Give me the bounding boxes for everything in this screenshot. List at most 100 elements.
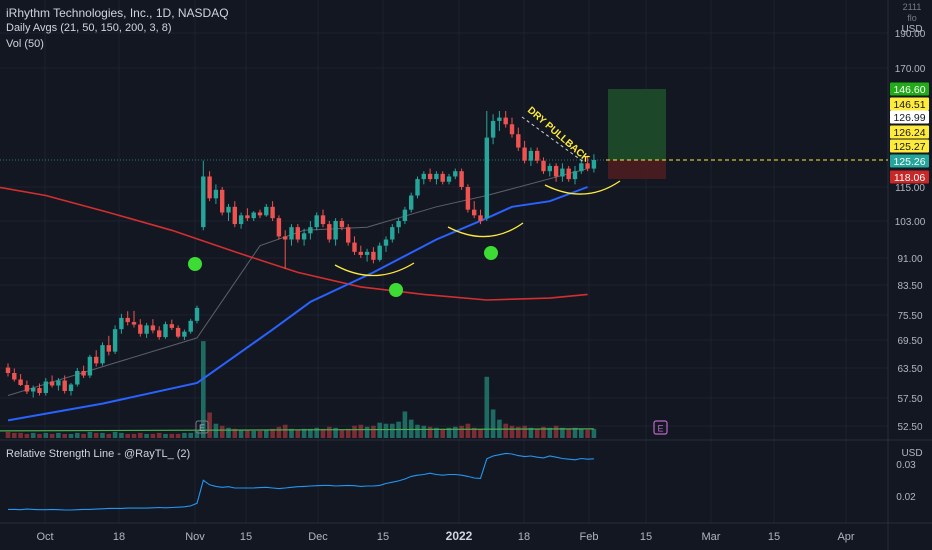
volume-bar [541,426,546,438]
volume-bar [219,425,225,438]
volume-bar [295,429,301,438]
volume-bar [194,430,200,438]
volume-bar [345,428,351,438]
volume-bar [81,433,86,438]
trade-zones [0,89,888,179]
candle-body [264,206,269,216]
rs-pane-legend[interactable]: Relative Strength Line - @RayTL_ (2) [6,448,191,460]
candle-body [421,173,426,180]
volume-bar [453,426,458,438]
ma50-line [7,186,588,422]
candle-body [364,251,370,255]
price-tag-118-06[interactable]: 118.06 [890,170,929,185]
candle-body [5,367,11,373]
price-tag-125-27[interactable]: 125.27 [890,139,929,154]
volume-bar [12,432,17,438]
time-tick-label: 15 [768,531,780,543]
volume-bar [251,430,256,438]
earnings-marker-past: E [195,420,209,434]
candle-body [572,171,578,180]
price-tag-bg [890,110,929,124]
time-tick-label: 2022 [446,529,473,543]
candle-body [509,124,515,135]
time-tick-label: Mar [702,531,721,543]
volume-bar [528,427,534,438]
volume-bar [201,341,206,438]
volume-bar [585,429,590,438]
candle-body [213,189,219,199]
candle-body [270,206,275,219]
price-tag-bg [890,170,929,184]
candle-body [503,117,508,125]
candle-body [182,331,187,337]
time-tick-label: Nov [185,531,205,543]
candle-body [251,212,256,219]
candle-body [87,356,93,376]
earnings-marker-upcoming-label: E [657,424,663,434]
time-tick-label: Apr [837,531,854,543]
candle-body [100,345,105,364]
volume-bar [18,432,23,438]
volume-bar [138,432,143,438]
candle-body [125,317,130,323]
candle-body [560,168,565,177]
time-tick-label: 15 [377,531,389,543]
volume-bar [446,427,452,438]
volume-bar [150,433,156,438]
volume-bar [93,432,99,438]
candle-body [522,147,527,161]
volume-bar [333,427,338,438]
currency-label-top[interactable]: 2111 flo USD [897,2,927,35]
candle-body [226,206,231,213]
volume-bar [301,428,307,438]
volume-bar [119,432,124,438]
volume-bar [314,427,319,438]
candle-body [371,251,376,260]
buy-signal-marker-3 [484,246,498,260]
candle-body [62,380,67,391]
base-arc-3 [544,180,621,195]
price-tag-146-60[interactable]: 146.60 [890,82,929,97]
price-tag-146-51[interactable]: 146.51 [890,97,929,112]
candle-body [295,227,300,240]
earnings-marker-past-box [195,420,209,434]
price-tag-126-24[interactable]: 126.24 [890,125,929,140]
ma-legend[interactable]: Daily Avgs (21, 50, 150, 200, 3, 8) [6,22,172,34]
volume-bar [509,425,515,438]
candle-body [516,134,521,148]
axes: 190.00 170.00 115.00 103.00 91.00 83.50 75.50 6… [36,29,929,543]
price-tag-125-26[interactable]: 125.26 [890,154,929,169]
candle-body [81,371,86,376]
candle-body [169,324,174,328]
price-tag-text: 126.24 [893,127,925,139]
candle-body [383,239,389,246]
volume-bar [516,426,521,438]
price-tick-label: 115.00 [895,183,925,194]
volume-bar [534,428,540,438]
time-tick-label: 15 [240,531,252,543]
buy-signal-marker-1 [188,257,202,271]
price-tick-label: 57.50 [897,394,922,405]
candle-body [112,329,118,352]
volume-ma-line [0,428,594,432]
volume-legend[interactable]: Vol (50) [6,38,44,50]
price-tag-text: 125.26 [893,156,925,168]
volume-bar [358,424,364,438]
candle-body [553,165,559,177]
candle-body [31,388,36,392]
volume-bar [560,427,565,438]
candle-body [201,176,206,228]
volume-bar [207,412,212,438]
candle-body [497,117,502,121]
volume-bar [591,428,597,438]
volume-bar [144,433,149,438]
candle-body [245,215,250,219]
volume-bar [440,428,445,438]
candle-body [352,242,357,252]
price-tag-126-99[interactable]: 126.99 [890,110,929,125]
symbol-legend[interactable]: iRhythm Technologies, Inc., 1D, NASDAQ [6,6,229,20]
currency-label-bottom[interactable]: USD [901,448,923,459]
volume-bar [459,425,464,438]
stop-zone [608,160,666,179]
